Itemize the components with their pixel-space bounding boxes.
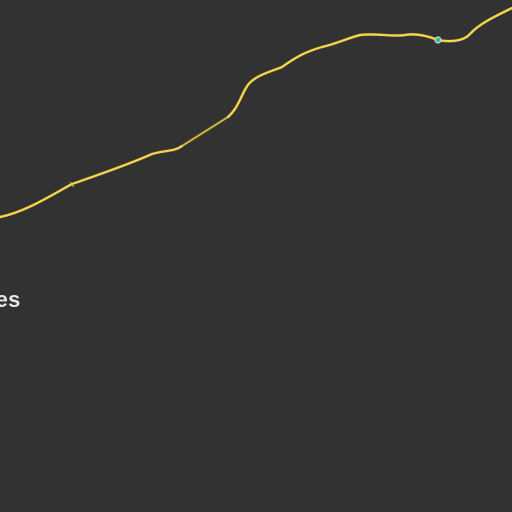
highway-road-east	[226, 6, 512, 119]
road-junction-tick	[69, 181, 75, 188]
place-label: ges	[0, 287, 21, 312]
highway-road-connector	[181, 116, 229, 147]
location-dot-icon[interactable]	[434, 36, 442, 44]
highway-road-west	[0, 144, 184, 219]
